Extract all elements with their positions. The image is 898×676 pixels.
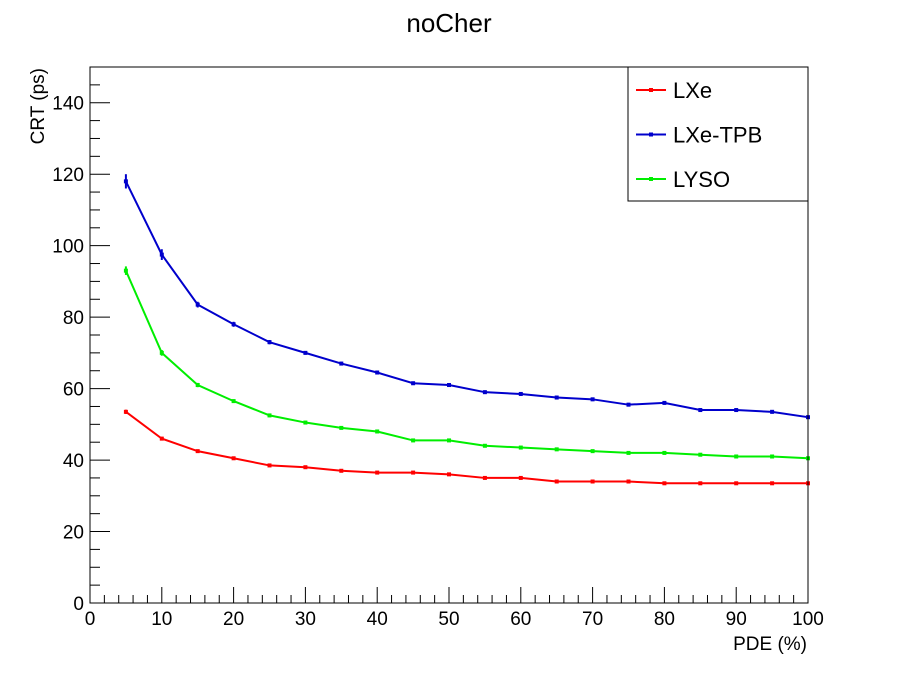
data-point <box>339 468 344 473</box>
legend-item-lyso: LYSO <box>636 167 730 192</box>
data-point <box>411 470 416 475</box>
legend-item-lxe-tpb: LXe-TPB <box>636 123 762 148</box>
data-point <box>482 475 487 480</box>
y-tick-label: 100 <box>52 237 84 258</box>
series-line-lxe <box>125 411 808 485</box>
series-lxe <box>123 409 810 486</box>
data-point <box>770 454 775 459</box>
series-lxe-tpb <box>123 174 810 420</box>
x-tick-label: 60 <box>510 609 531 630</box>
data-point <box>411 438 416 443</box>
x-tick-label: 0 <box>85 609 96 630</box>
data-point <box>447 383 451 388</box>
data-point <box>734 454 739 459</box>
data-point <box>195 449 200 454</box>
legend-marker <box>649 132 653 137</box>
x-tick-label: 20 <box>223 609 244 630</box>
data-point <box>411 381 416 386</box>
data-point <box>231 456 236 461</box>
data-point <box>734 481 739 486</box>
data-point <box>698 481 703 486</box>
x-tick-label: 30 <box>295 609 316 630</box>
data-point <box>734 408 739 413</box>
y-tick-label: 40 <box>63 451 84 472</box>
data-point <box>518 445 523 450</box>
data-point <box>447 438 451 443</box>
y-tick-label: 60 <box>63 380 84 401</box>
x-tick-label: 70 <box>582 609 603 630</box>
data-point <box>375 429 380 434</box>
x-tick-label: 90 <box>726 609 747 630</box>
data-point <box>698 408 703 413</box>
chart-title: noCher <box>406 8 492 38</box>
data-point <box>590 479 595 484</box>
data-point <box>447 472 451 477</box>
data-point <box>590 449 595 454</box>
data-point <box>375 370 380 375</box>
series-line-lyso <box>124 270 809 460</box>
y-tick-label: 0 <box>73 594 84 615</box>
data-point <box>554 447 559 452</box>
x-tick-label: 10 <box>151 609 172 630</box>
legend-marker <box>649 177 653 181</box>
y-tick-label: 80 <box>63 308 84 329</box>
data-point <box>590 397 595 402</box>
data-point <box>662 481 667 486</box>
data-point <box>303 465 308 470</box>
legend-marker <box>649 88 653 92</box>
x-tick-label: 40 <box>367 609 388 630</box>
data-point <box>482 443 487 448</box>
y-tick-label: 120 <box>52 165 84 186</box>
legend-label: LYSO <box>673 167 730 192</box>
legend: LXe LXe-TPB LYSO <box>627 66 809 202</box>
data-point <box>626 402 631 407</box>
data-point <box>662 400 667 405</box>
data-point <box>123 179 128 184</box>
axes: 0 10 20 30 40 50 60 70 80 90 100 0 20 40 60 80 100 120 140 <box>52 66 824 630</box>
data-point <box>626 479 631 484</box>
data-point <box>518 391 523 396</box>
data-point <box>626 450 631 455</box>
data-point <box>303 350 308 355</box>
y-tick-label: 140 <box>52 94 84 115</box>
data-point <box>375 470 380 475</box>
data-point <box>662 450 667 455</box>
data-point <box>339 361 344 366</box>
data-point <box>123 409 128 414</box>
data-point <box>159 436 164 441</box>
data-point <box>267 463 272 468</box>
data-point <box>339 425 344 430</box>
data-point <box>195 383 200 388</box>
series-lyso <box>123 266 810 461</box>
data-point <box>518 475 523 480</box>
data-point <box>123 268 128 273</box>
data-point <box>231 399 236 404</box>
x-tick-label: 80 <box>654 609 675 630</box>
data-point <box>159 252 164 257</box>
data-point <box>554 479 559 484</box>
x-axis-label: PDE (%) <box>733 634 807 655</box>
legend-label: LXe <box>673 78 712 103</box>
x-tick-label: 100 <box>792 609 824 630</box>
data-point <box>195 302 200 307</box>
data-point <box>159 350 164 355</box>
plot-frame <box>89 66 809 604</box>
data-point <box>698 452 703 457</box>
series-line-lxe-tpb <box>125 180 809 419</box>
data-point <box>482 390 487 395</box>
y-tick-label: 20 <box>63 523 84 544</box>
data-point <box>554 395 559 400</box>
data-point <box>267 340 272 345</box>
legend-label: LXe-TPB <box>673 123 762 148</box>
data-point <box>770 409 775 414</box>
legend-item-lxe: LXe <box>636 78 712 103</box>
data-point <box>267 413 272 418</box>
y-axis-label: CRT (ps) <box>28 68 49 144</box>
data-point <box>303 420 308 425</box>
data-point <box>231 322 236 327</box>
data-point <box>770 481 775 486</box>
x-tick-label: 50 <box>438 609 459 630</box>
